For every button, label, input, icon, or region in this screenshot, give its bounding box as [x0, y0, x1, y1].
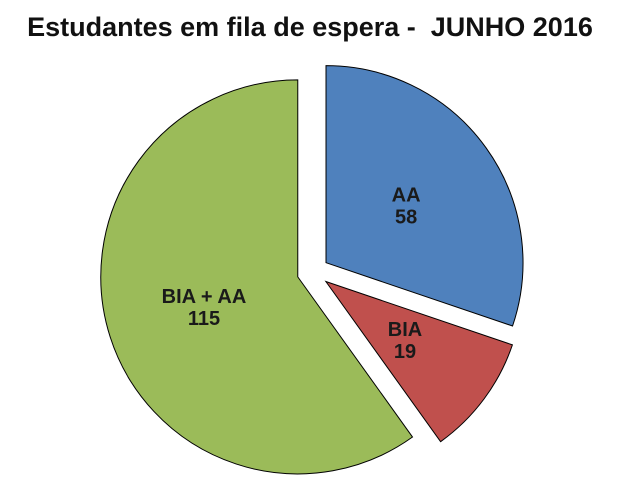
pie-slice-bia: [324, 280, 514, 443]
slice-label-aa: AA 58: [392, 184, 421, 228]
slice-label-bia: BIA 19: [388, 319, 422, 363]
pie-slice-bia-aa: [100, 79, 414, 475]
pie-slice-aa: [325, 65, 524, 327]
slice-label-bia-aa: BIA + AA 115: [162, 286, 247, 330]
chart-title: Estudantes em fila de espera - JUNHO 201…: [27, 12, 593, 42]
